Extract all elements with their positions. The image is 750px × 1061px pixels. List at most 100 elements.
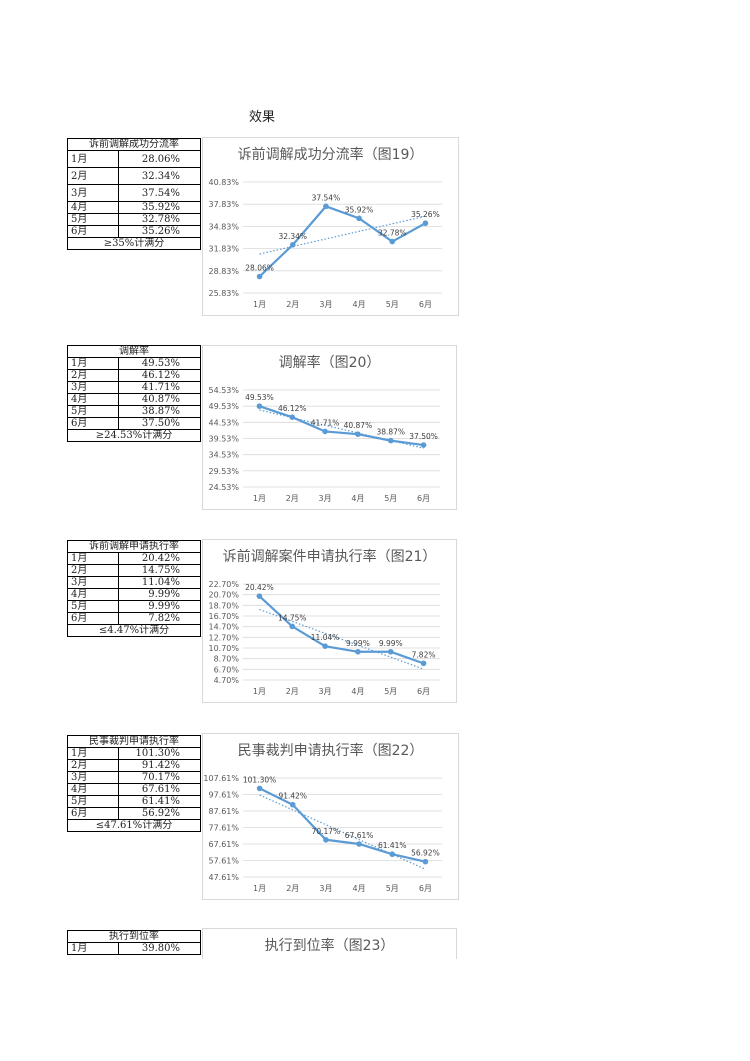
y-tick-label: 16.70% xyxy=(208,612,239,621)
value-cell: 7.82% xyxy=(118,612,201,625)
table-footer: ≥35%计满分 xyxy=(67,237,201,250)
x-tick-label: 4月 xyxy=(353,300,366,309)
line-chart-svg: 诉前调解成功分流率（图19） 40.83% 37.83% 34.83% 31.83% 28… xyxy=(208,146,442,309)
data-point xyxy=(322,428,328,435)
data-point xyxy=(289,623,296,630)
data-point xyxy=(289,801,296,808)
chart-1: 诉前调解成功分流率（图19） 40.83% 37.83% 34.83% 31.83% 28… xyxy=(202,137,459,316)
month-cell: 4月 xyxy=(67,783,119,796)
data-label: 61.41% xyxy=(378,841,407,850)
x-tick-label: 1月 xyxy=(253,300,266,309)
y-tick-label: 57.61% xyxy=(208,857,239,866)
table-footer: ≥24.53%计满分 xyxy=(67,429,201,442)
series-line xyxy=(259,787,426,863)
x-tick-label: 6月 xyxy=(417,494,430,503)
y-tick-label: 39.53% xyxy=(208,435,239,444)
chart-4: 民事裁判申请执行率（图22） 107.61% 97.61% 87.61% 77.61% 6… xyxy=(202,733,459,900)
page-title: 效果 xyxy=(249,110,276,125)
x-tick-label: 5月 xyxy=(386,884,399,893)
data-label: 37.54% xyxy=(312,193,341,202)
x-tick-label: 2月 xyxy=(286,687,299,696)
data-table-5: 执行到位率 1月 39.80% xyxy=(67,930,201,955)
data-point xyxy=(256,785,263,792)
line-chart-svg: 调解率（图20） 54.53% 49.53% 44.53% 39.53% 34.53% 29… xyxy=(208,354,440,503)
table-header: 调解率 xyxy=(67,345,201,358)
data-label: 101.30% xyxy=(243,775,276,784)
data-label: 40.87% xyxy=(344,421,373,430)
month-cell: 4月 xyxy=(67,393,119,406)
x-tick-label: 1月 xyxy=(253,687,266,696)
series-line xyxy=(258,595,424,665)
y-tick-label: 34.53% xyxy=(208,451,239,460)
y-tick-label: 14.70% xyxy=(208,623,239,632)
month-cell: 2月 xyxy=(67,759,119,772)
table-block-2: 调解率 1月 49.53% 2月 46.12% 3月 41.71% 4月 40.87% … xyxy=(67,345,201,442)
trendline xyxy=(259,794,426,870)
data-point xyxy=(356,841,362,847)
x-tick-label: 1月 xyxy=(253,494,266,503)
data-label: 67.61% xyxy=(345,831,374,840)
y-tick-label: 10.70% xyxy=(208,644,239,653)
x-tick-label: 4月 xyxy=(351,687,364,696)
data-label: 41.71% xyxy=(311,418,340,427)
x-tick-label: 6月 xyxy=(419,300,432,309)
data-point xyxy=(323,203,329,210)
table-block-5: 执行到位率 1月 39.80% xyxy=(67,930,201,955)
value-cell: 9.99% xyxy=(118,600,201,613)
y-tick-label: 44.53% xyxy=(208,418,239,427)
x-tick-label: 2月 xyxy=(286,300,299,309)
month-cell: 5月 xyxy=(67,405,119,418)
data-point xyxy=(323,836,329,843)
data-label: 7.82% xyxy=(412,650,436,659)
line-chart-svg: 执行到位率（图23） xyxy=(265,937,395,954)
y-tick-label: 12.70% xyxy=(208,633,239,642)
value-cell: 70.17% xyxy=(118,771,201,784)
data-point xyxy=(256,403,263,409)
value-cell: 37.50% xyxy=(118,417,201,430)
value-cell: 41.71% xyxy=(118,381,201,394)
y-tick-label: 40.83% xyxy=(208,178,239,187)
x-tick-label: 5月 xyxy=(384,494,397,503)
value-cell: 91.42% xyxy=(118,759,201,772)
line-chart-svg: 诉前调解案件申请执行率（图21） 22.70% 20.70%18.70% 16.70%… xyxy=(208,548,440,696)
data-table-4: 民事裁判申请执行率 1月 101.30% 2月 91.42% 3月 70.17% 4月… xyxy=(67,735,201,832)
data-label: 46.12% xyxy=(278,404,307,413)
data-point xyxy=(355,431,361,437)
month-cell: 6月 xyxy=(67,807,119,820)
value-cell: 67.61% xyxy=(118,783,201,796)
month-cell: 2月 xyxy=(67,167,119,185)
y-tick-label: 37.83% xyxy=(208,200,239,209)
value-cell: 32.34% xyxy=(118,167,201,185)
x-tick-label: 4月 xyxy=(351,494,364,503)
value-cell: 32.78% xyxy=(118,213,201,226)
y-tick-label: 24.53% xyxy=(208,483,239,492)
data-label: 37.50% xyxy=(409,432,438,441)
month-cell: 1月 xyxy=(67,150,119,168)
month-cell: 6月 xyxy=(67,225,119,238)
data-point xyxy=(289,242,296,248)
data-point xyxy=(389,238,396,245)
value-cell: 28.06% xyxy=(118,150,201,168)
x-tick-label: 3月 xyxy=(319,687,332,696)
month-cell: 1月 xyxy=(67,552,119,565)
data-point xyxy=(387,437,394,444)
y-tick-label: 77.61% xyxy=(208,824,239,833)
month-cell: 3月 xyxy=(67,184,119,202)
data-point xyxy=(356,215,362,222)
y-tick-label: 97.61% xyxy=(208,791,239,800)
month-cell: 6月 xyxy=(67,417,119,430)
data-point xyxy=(422,220,429,227)
value-cell: 14.75% xyxy=(118,564,201,577)
value-cell: 38.87% xyxy=(118,405,201,418)
table-footer: ≤4.47%计满分 xyxy=(67,624,201,637)
data-label: 28.06% xyxy=(245,263,274,272)
data-point xyxy=(420,442,427,448)
data-point xyxy=(256,593,263,599)
series-line xyxy=(258,205,426,278)
y-tick-label: 4.70% xyxy=(214,676,240,685)
value-cell: 35.92% xyxy=(118,201,201,214)
chart-title: 诉前调解成功分流率（图19） xyxy=(238,146,424,163)
value-cell: 61.41% xyxy=(118,795,201,808)
chart-title: 诉前调解案件申请执行率（图21） xyxy=(223,548,437,565)
value-cell: 11.04% xyxy=(118,576,201,589)
